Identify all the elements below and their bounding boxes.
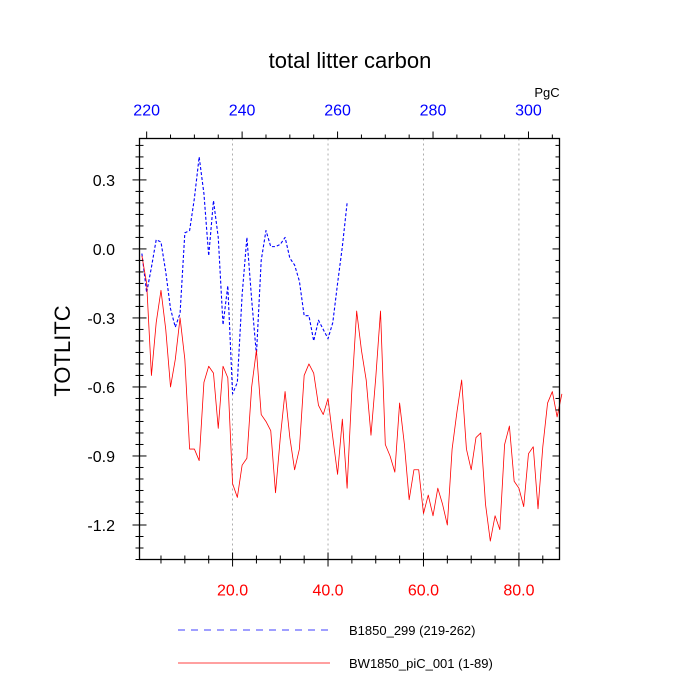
legend-label-bw1850-pic-001: BW1850_piC_001 (1-89) [349, 656, 493, 671]
top-axis-tick-label: 260 [324, 103, 351, 120]
legend: B1850_299 (219-262) BW1850_piC_001 (1-89… [178, 623, 493, 671]
plot-frame [138, 137, 561, 561]
series-line-b1850-299 [141, 156, 348, 395]
y-axis-tick-label: -1.2 [87, 518, 115, 535]
y-axis-label: TOTLITC [50, 305, 75, 396]
y-axis-tick-label: -0.9 [87, 449, 115, 466]
chart-title: total litter carbon [269, 48, 432, 73]
y-axis-tick-label: 0.0 [93, 242, 115, 259]
top-axis-tick-label: 220 [133, 103, 160, 120]
y-axis-tick-label: -0.6 [87, 380, 115, 397]
y-axis-tick-label: 0.3 [93, 173, 115, 190]
legend-label-b1850-299: B1850_299 (219-262) [349, 623, 476, 638]
bottom-axis-tick-label: 80.0 [503, 583, 534, 600]
series-line-bw1850-pic-001 [141, 255, 563, 542]
axes: 20.0 40.0 60.0 80.0 220 240 260 280 300 0.3 0.0 -0.… [87, 103, 560, 600]
top-axis-unit-label: PgC [534, 85, 559, 100]
bottom-axis-tick-label: 20.0 [217, 583, 248, 600]
top-axis-tick-label: 240 [229, 103, 256, 120]
bottom-axis-tick-label: 60.0 [408, 583, 439, 600]
top-axis-tick-label: 300 [515, 103, 542, 120]
top-axis-tick-label: 280 [420, 103, 447, 120]
y-axis-tick-label: -0.3 [87, 311, 115, 328]
series-layer [141, 156, 563, 542]
bottom-axis-tick-label: 40.0 [312, 583, 343, 600]
grid-lines [232, 138, 520, 560]
